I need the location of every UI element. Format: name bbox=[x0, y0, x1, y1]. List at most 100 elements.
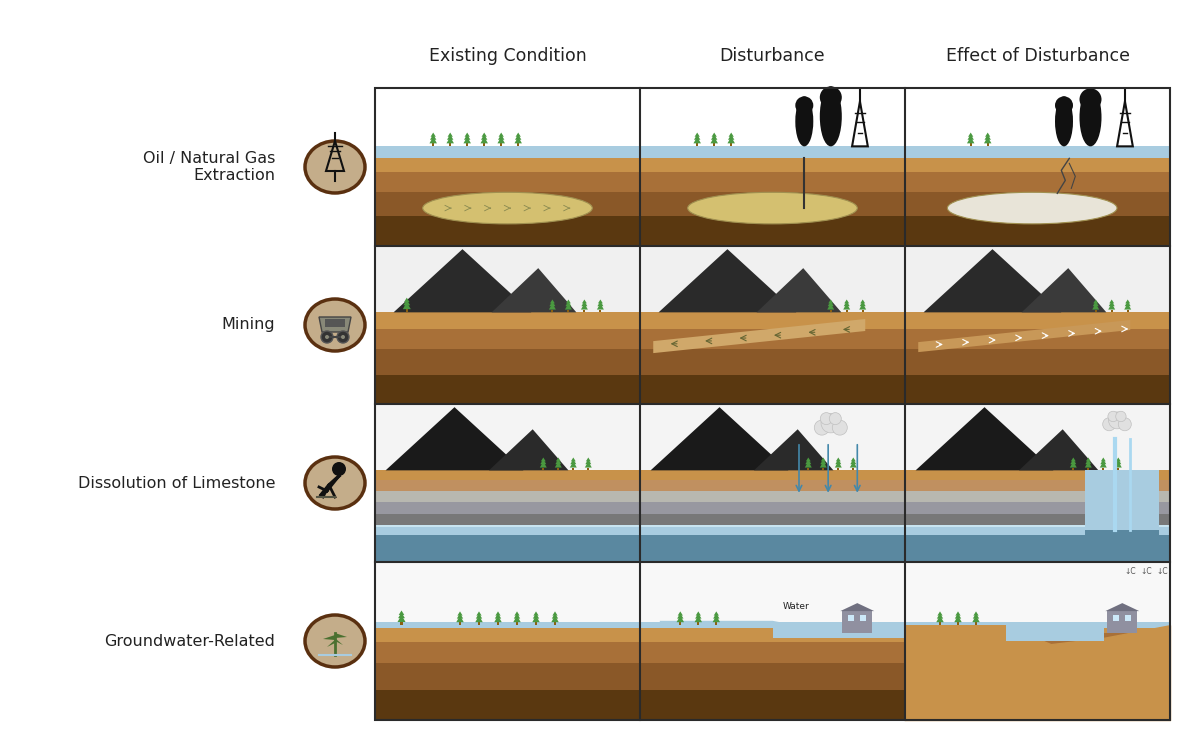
Bar bbox=[986, 143, 989, 146]
Bar bbox=[374, 663, 640, 690]
Polygon shape bbox=[586, 459, 592, 464]
Bar bbox=[374, 503, 640, 515]
Polygon shape bbox=[515, 611, 520, 616]
Polygon shape bbox=[973, 614, 979, 619]
Bar bbox=[640, 312, 905, 328]
Polygon shape bbox=[712, 133, 716, 136]
Bar bbox=[587, 467, 589, 470]
Polygon shape bbox=[556, 458, 560, 461]
Polygon shape bbox=[488, 429, 569, 470]
Polygon shape bbox=[498, 133, 504, 136]
Bar bbox=[500, 143, 503, 146]
Polygon shape bbox=[694, 136, 701, 143]
Bar bbox=[374, 88, 1170, 720]
Polygon shape bbox=[1099, 461, 1106, 467]
Polygon shape bbox=[541, 458, 546, 461]
Polygon shape bbox=[446, 136, 454, 143]
Polygon shape bbox=[431, 133, 436, 136]
Polygon shape bbox=[677, 616, 684, 622]
Bar bbox=[484, 143, 485, 146]
Polygon shape bbox=[710, 136, 718, 143]
Bar bbox=[905, 470, 1170, 479]
Polygon shape bbox=[533, 616, 540, 622]
Text: Mining: Mining bbox=[221, 317, 275, 332]
Bar bbox=[822, 467, 824, 470]
Bar bbox=[905, 663, 1170, 690]
Polygon shape bbox=[728, 133, 734, 136]
Bar bbox=[640, 525, 905, 527]
Bar bbox=[1087, 467, 1090, 470]
Polygon shape bbox=[728, 134, 734, 140]
Text: ↓C: ↓C bbox=[1124, 567, 1136, 576]
Polygon shape bbox=[540, 461, 547, 467]
Bar bbox=[640, 246, 905, 404]
Polygon shape bbox=[835, 461, 842, 467]
Bar bbox=[715, 622, 718, 626]
Bar bbox=[956, 622, 959, 626]
Bar bbox=[374, 172, 640, 192]
Polygon shape bbox=[323, 635, 335, 640]
Bar bbox=[773, 626, 905, 638]
Polygon shape bbox=[481, 133, 487, 136]
Polygon shape bbox=[498, 134, 504, 140]
Ellipse shape bbox=[948, 192, 1117, 224]
Bar bbox=[640, 172, 905, 192]
Text: Effect of Disturbance: Effect of Disturbance bbox=[946, 47, 1129, 65]
Text: ↓C: ↓C bbox=[1140, 567, 1152, 576]
Polygon shape bbox=[713, 614, 720, 619]
Polygon shape bbox=[398, 610, 404, 615]
Polygon shape bbox=[335, 633, 347, 638]
Bar bbox=[640, 158, 905, 172]
Polygon shape bbox=[1115, 461, 1122, 467]
Polygon shape bbox=[840, 603, 875, 611]
Bar bbox=[905, 525, 1170, 527]
Circle shape bbox=[1118, 418, 1132, 430]
Polygon shape bbox=[806, 458, 811, 461]
Bar bbox=[374, 514, 640, 525]
Bar bbox=[449, 143, 451, 146]
Bar bbox=[846, 310, 847, 312]
Polygon shape bbox=[821, 459, 827, 464]
Bar bbox=[1103, 467, 1104, 470]
Polygon shape bbox=[650, 407, 788, 470]
Polygon shape bbox=[598, 302, 604, 306]
Polygon shape bbox=[954, 616, 961, 622]
Bar bbox=[640, 328, 905, 349]
Bar bbox=[697, 622, 700, 626]
Ellipse shape bbox=[820, 86, 842, 146]
Bar bbox=[1108, 611, 1138, 633]
Bar bbox=[640, 404, 905, 470]
Bar bbox=[374, 562, 640, 626]
Bar bbox=[905, 216, 1170, 246]
Bar bbox=[640, 642, 905, 663]
Bar bbox=[374, 490, 640, 502]
Polygon shape bbox=[480, 136, 488, 143]
Bar bbox=[860, 615, 866, 621]
Polygon shape bbox=[827, 304, 834, 310]
Circle shape bbox=[833, 420, 847, 435]
Ellipse shape bbox=[305, 299, 365, 351]
Bar bbox=[551, 310, 553, 312]
Polygon shape bbox=[551, 616, 559, 622]
Bar bbox=[905, 404, 1170, 470]
Circle shape bbox=[1103, 418, 1116, 430]
Polygon shape bbox=[463, 136, 470, 143]
Bar bbox=[374, 562, 640, 720]
Circle shape bbox=[820, 86, 842, 108]
Bar bbox=[905, 525, 1170, 535]
Polygon shape bbox=[1109, 302, 1115, 306]
Polygon shape bbox=[712, 134, 718, 140]
Polygon shape bbox=[851, 458, 856, 461]
Bar bbox=[516, 622, 518, 626]
Bar bbox=[640, 216, 905, 246]
Ellipse shape bbox=[305, 141, 365, 193]
Polygon shape bbox=[475, 616, 482, 622]
Ellipse shape bbox=[305, 615, 365, 667]
Polygon shape bbox=[659, 249, 797, 312]
Polygon shape bbox=[1100, 459, 1106, 464]
Bar bbox=[905, 375, 1170, 404]
Bar bbox=[374, 690, 640, 720]
Bar bbox=[374, 328, 640, 349]
Polygon shape bbox=[1124, 302, 1130, 306]
Polygon shape bbox=[821, 458, 826, 461]
